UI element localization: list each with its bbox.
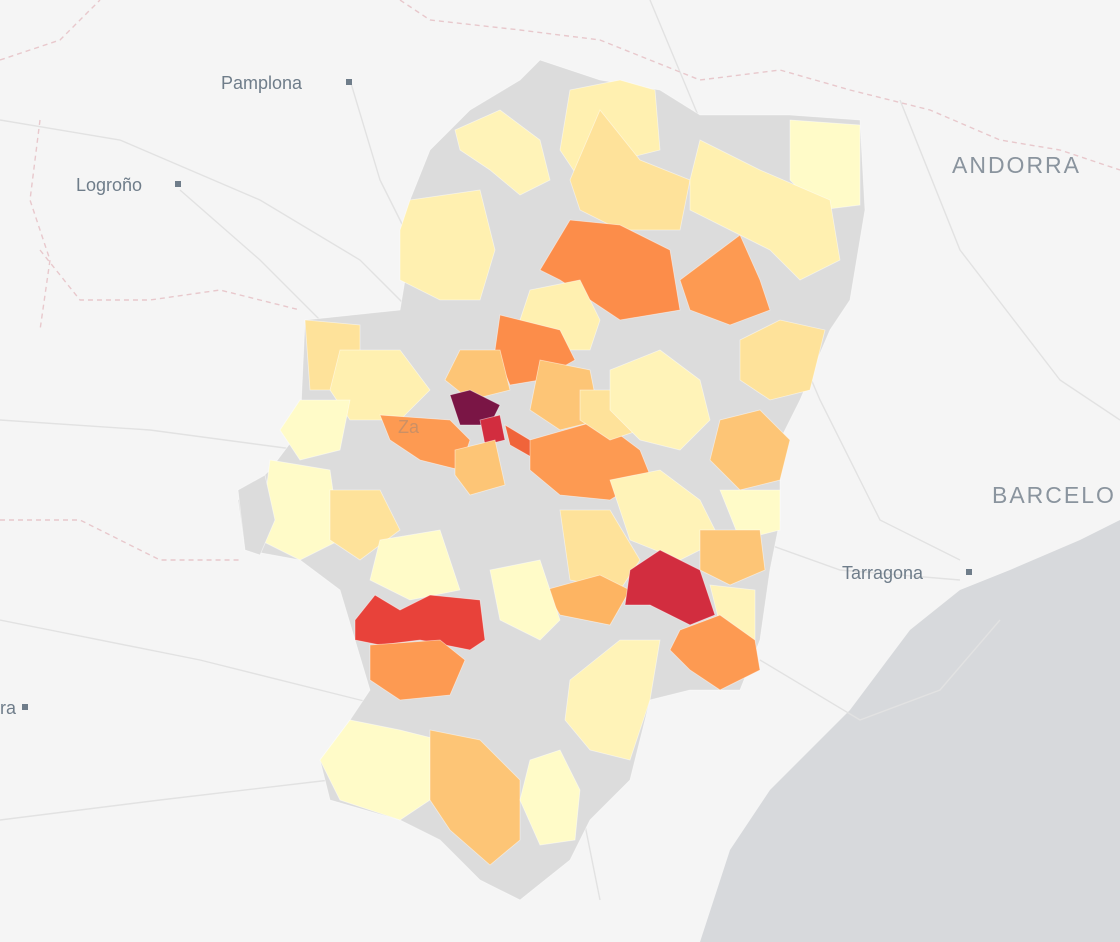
country-label: ANDORRA: [952, 152, 1081, 178]
city-label: ra: [0, 698, 17, 718]
borders: [0, 0, 1120, 561]
city-markers: [22, 79, 972, 710]
city-label: BARCELO: [992, 482, 1116, 508]
city-label: Pamplona: [221, 73, 303, 93]
city-label: Logroño: [76, 175, 142, 195]
city-label: Tarragona: [842, 563, 924, 583]
sea: [700, 520, 1120, 942]
city-label: Za: [398, 417, 420, 437]
aragon-regions: [237, 59, 866, 901]
